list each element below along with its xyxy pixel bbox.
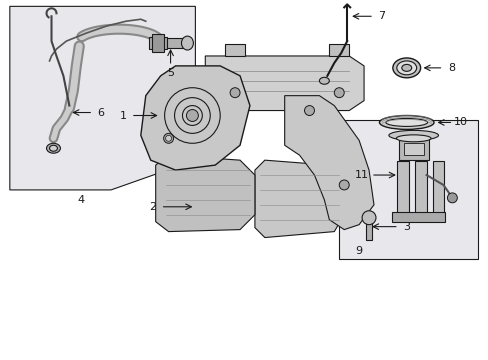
Ellipse shape xyxy=(319,77,328,84)
Circle shape xyxy=(165,135,171,141)
Bar xyxy=(328,44,348,56)
Bar xyxy=(151,34,163,52)
Bar xyxy=(398,138,427,160)
Text: 3: 3 xyxy=(403,222,409,231)
Ellipse shape xyxy=(46,143,61,153)
Bar xyxy=(224,44,244,56)
Ellipse shape xyxy=(395,135,430,142)
Ellipse shape xyxy=(385,118,427,126)
Polygon shape xyxy=(254,160,344,238)
Text: 8: 8 xyxy=(447,63,454,73)
Circle shape xyxy=(339,180,348,190)
Ellipse shape xyxy=(401,64,411,71)
Text: 1: 1 xyxy=(119,111,126,121)
Circle shape xyxy=(304,105,314,116)
Ellipse shape xyxy=(49,145,57,151)
Ellipse shape xyxy=(181,36,193,50)
Bar xyxy=(148,37,166,49)
Bar xyxy=(432,161,444,215)
Polygon shape xyxy=(10,6,195,190)
Text: 4: 4 xyxy=(78,195,84,205)
Text: 6: 6 xyxy=(98,108,104,117)
Bar xyxy=(339,121,477,260)
Bar xyxy=(403,143,423,155)
Bar xyxy=(366,220,371,239)
Text: 10: 10 xyxy=(453,117,468,127)
Bar xyxy=(166,38,186,48)
Circle shape xyxy=(163,133,173,143)
Text: 2: 2 xyxy=(149,202,156,212)
Polygon shape xyxy=(141,66,249,170)
Ellipse shape xyxy=(379,116,433,129)
Text: 5: 5 xyxy=(167,68,174,78)
Text: 7: 7 xyxy=(378,11,385,21)
Circle shape xyxy=(186,109,198,121)
Ellipse shape xyxy=(396,61,416,75)
Polygon shape xyxy=(205,56,364,111)
Text: 9: 9 xyxy=(355,247,362,256)
Circle shape xyxy=(361,211,375,225)
Bar xyxy=(391,212,445,222)
Polygon shape xyxy=(284,96,373,230)
Circle shape xyxy=(334,88,344,98)
Ellipse shape xyxy=(392,58,420,78)
Circle shape xyxy=(230,88,240,98)
Bar xyxy=(396,161,408,215)
Circle shape xyxy=(447,193,456,203)
Bar xyxy=(414,161,426,215)
Text: 11: 11 xyxy=(354,170,368,180)
Polygon shape xyxy=(155,155,254,231)
Ellipse shape xyxy=(388,130,438,140)
